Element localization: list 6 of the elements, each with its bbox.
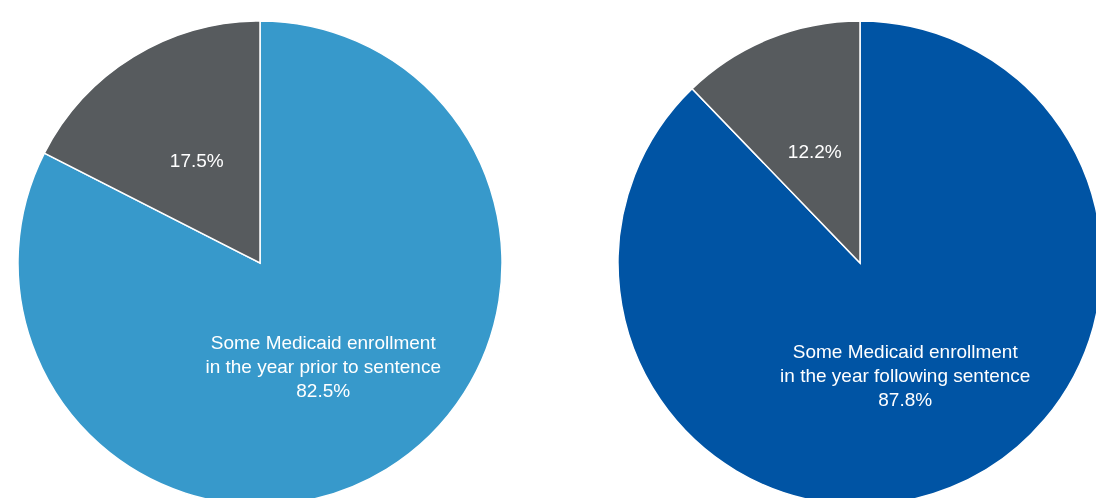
slice-label: Some Medicaid enrollment in the year following sentence [780, 340, 1031, 386]
data-label: 82.5% [296, 379, 351, 401]
data-label: 17.5% [169, 149, 224, 171]
data-label: 87.8% [878, 388, 933, 410]
data-label: 12.2% [787, 140, 842, 162]
slice-label: Some Medicaid enrollment in the year prior to sentence [205, 331, 441, 377]
